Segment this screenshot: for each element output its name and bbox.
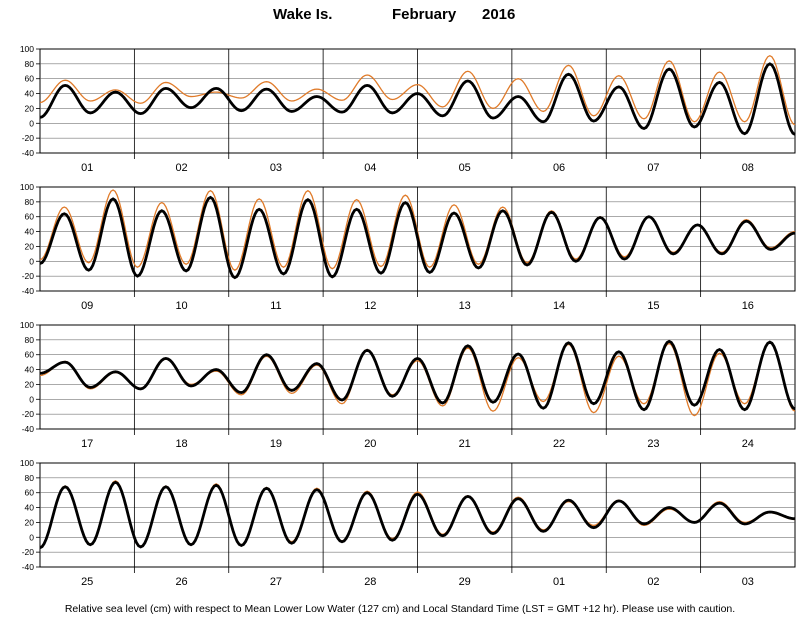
predicted-tide-line: [39, 339, 796, 412]
tide-panel-2: -40 -20 0 20 40 60 80 100 09 10 11 12 13 14 15 16: [20, 182, 796, 312]
predicted-tide-line: [39, 195, 796, 280]
predicted-tide-line: [39, 62, 796, 136]
y-tick-label: 20: [25, 241, 35, 251]
y-tick-label: 60: [25, 488, 35, 498]
day-label: 06: [553, 162, 565, 174]
day-label: 01: [81, 162, 93, 174]
y-tick-label: 80: [25, 59, 35, 69]
day-label: 25: [81, 576, 93, 588]
day-label: 11: [270, 300, 281, 312]
y-tick-label: 20: [25, 379, 35, 389]
y-tick-label: 40: [25, 503, 35, 513]
footer-note: Relative sea level (cm) with respect to …: [64, 603, 736, 615]
y-tick-label: -20: [22, 547, 35, 557]
day-label: 22: [553, 438, 565, 450]
y-tick-label: -20: [22, 409, 35, 419]
y-tick-label: 20: [25, 103, 35, 113]
y-tick-label: 0: [29, 118, 34, 128]
day-label: 19: [270, 438, 282, 450]
y-tick-label: 100: [20, 182, 34, 192]
y-tick-label: -20: [22, 271, 35, 281]
month-name: February: [392, 6, 457, 23]
day-label: 05: [459, 162, 471, 174]
y-tick-label: 60: [25, 212, 35, 222]
y-tick-label: 0: [29, 256, 34, 266]
day-label: 03: [270, 162, 282, 174]
y-tick-label: 0: [29, 532, 34, 542]
day-label: 14: [553, 300, 565, 312]
day-label: 24: [742, 438, 754, 450]
y-tick-label: 60: [25, 74, 35, 84]
y-tick-label: -20: [22, 133, 35, 143]
day-label: 10: [175, 300, 187, 312]
y-tick-label: 20: [25, 517, 35, 527]
y-tick-label: 100: [20, 44, 34, 54]
day-label: 13: [459, 300, 471, 312]
day-label: 01: [553, 576, 565, 588]
day-label: 03: [742, 576, 754, 588]
day-label: 15: [647, 300, 659, 312]
y-tick-label: 80: [25, 473, 35, 483]
y-tick-label: 40: [25, 365, 35, 375]
station-name: Wake Is.: [273, 6, 333, 23]
y-tick-label: 80: [25, 197, 35, 207]
day-label: 18: [175, 438, 187, 450]
year-label: 2016: [482, 6, 516, 23]
y-tick-label: 100: [20, 320, 34, 330]
y-tick-label: 60: [25, 350, 35, 360]
day-label: 04: [364, 162, 376, 174]
day-label: 02: [647, 576, 659, 588]
y-tick-label: -40: [22, 562, 35, 572]
chart-title: Wake Is. February 2016: [0, 6, 800, 28]
day-label: 28: [364, 576, 376, 588]
day-label: 12: [364, 300, 376, 312]
day-label: 29: [459, 576, 471, 588]
tide-panel-1: -40 -20 0 20 40 60 80 100 01 02 03 04 05 06 07 08: [20, 44, 796, 174]
day-label: 16: [742, 300, 754, 312]
y-tick-label: 40: [25, 89, 35, 99]
day-label: 21: [459, 438, 471, 450]
day-label: 02: [175, 162, 187, 174]
day-label: 17: [81, 438, 93, 450]
observed-sea-level-line: [39, 54, 796, 126]
y-tick-label: -40: [22, 286, 35, 296]
tide-panel-3: -40 -20 0 20 40 60 80 100 17 18 19 20 21 22 23 24: [20, 320, 796, 450]
day-label: 26: [175, 576, 187, 588]
y-tick-label: -40: [22, 424, 35, 434]
day-label: 23: [647, 438, 659, 450]
day-label: 07: [647, 162, 659, 174]
y-tick-label: -40: [22, 148, 35, 158]
day-label: 27: [270, 576, 282, 588]
day-label: 20: [364, 438, 376, 450]
y-tick-label: 0: [29, 394, 34, 404]
tide-panel-4: -40 -20 0 20 40 60 80 100 25 26 27 28 29 01 02 03: [20, 458, 796, 588]
y-tick-label: 40: [25, 227, 35, 237]
day-label: 09: [81, 300, 93, 312]
day-label: 08: [742, 162, 754, 174]
predicted-tide-line: [39, 480, 796, 549]
y-tick-label: 80: [25, 335, 35, 345]
y-tick-label: 100: [20, 458, 34, 468]
